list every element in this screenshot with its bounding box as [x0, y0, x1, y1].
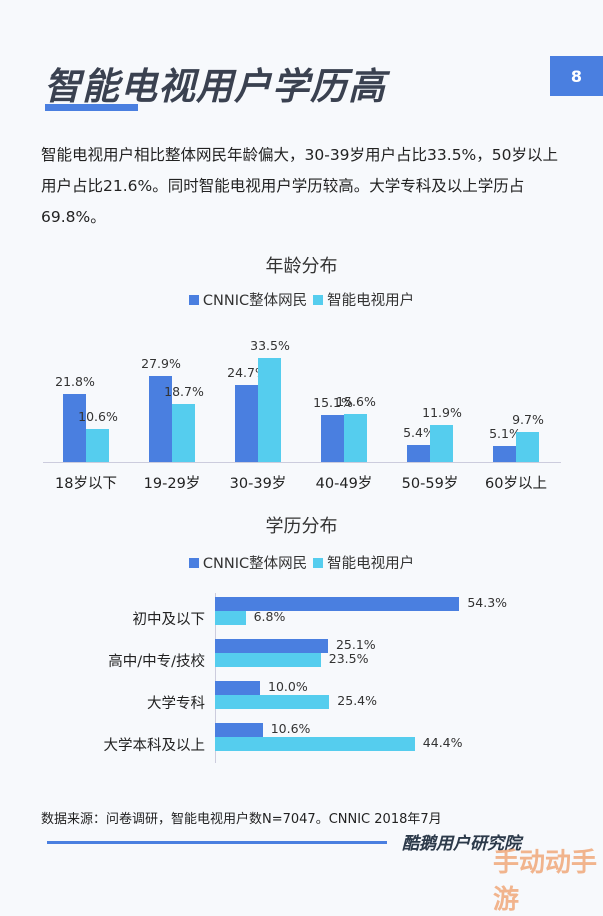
bar-cnnic [407, 445, 430, 462]
y-tick-label: 大学专科 [147, 696, 205, 712]
value-label: 33.5% [250, 338, 290, 354]
bar-tv [344, 413, 367, 462]
age-group: 5.1% 9.7% 60岁以上 [473, 300, 559, 500]
edu-row: 初中及以下 54.3% 6.8% [40, 595, 560, 639]
value-label: 21.8% [55, 374, 95, 390]
value-label: 9.7% [512, 411, 544, 427]
bar-cnnic [63, 394, 86, 462]
x-tick-label: 40-49岁 [315, 476, 373, 492]
bar-tv [215, 653, 321, 667]
age-group: 21.8% 10.6% 18岁以下 [43, 300, 129, 500]
legend-label-cnnic: CNNIC整体网民 [202, 556, 308, 572]
edu-row: 大学本科及以上 10.6% 44.4% [40, 721, 560, 765]
value-label: 25.4% [337, 693, 378, 708]
age-chart-legend: CNNIC整体网民 智能电视用户 [0, 289, 603, 310]
summary-text: 智能电视用户相比整体网民年龄偏大，30-39岁用户占比33.5%，50岁以上用户… [41, 146, 559, 226]
bar-cnnic [493, 446, 516, 462]
x-tick-label: 50-59岁 [401, 476, 459, 492]
x-tick-label: 60岁以上 [485, 476, 547, 492]
edu-row: 高中/中专/技校 25.1% 23.5% [40, 637, 560, 681]
y-tick-label: 大学本科及以上 [103, 738, 206, 754]
age-group: 24.7% 33.5% 30-39岁 [215, 300, 301, 500]
legend-swatch-tv [313, 294, 324, 305]
x-tick-label: 18岁以下 [55, 476, 117, 492]
bar-tv [258, 358, 281, 462]
bar-cnnic [215, 723, 263, 737]
value-label: 10.6% [270, 721, 311, 736]
bar-cnnic [235, 385, 258, 462]
bar-cnnic [149, 375, 172, 462]
legend-swatch-cnnic [188, 557, 199, 568]
value-label: 11.9% [422, 405, 462, 421]
title-underline [45, 104, 138, 111]
age-group: 5.4% 11.9% 50-59岁 [387, 300, 473, 500]
bar-tv [215, 695, 330, 709]
value-label: 44.4% [422, 735, 463, 750]
brand-logo: 酷鹅用户研究院 [402, 834, 521, 854]
bar-cnnic [215, 681, 260, 695]
edu-chart-title: 学历分布 [265, 516, 338, 537]
education-bar-chart: 初中及以下 54.3% 6.8% 高中/中专/技校 25.1% 23.5% 大学专科 10.0… [40, 593, 560, 763]
bar-tv [430, 425, 453, 462]
watermark: 手动动手游 [493, 848, 598, 915]
bar-cnnic [215, 597, 460, 611]
bar-tv [516, 431, 539, 462]
age-bar-chart: 21.8% 10.6% 18岁以下 27.9% 18.7% 19-29岁 24.7% 33.5… [43, 300, 561, 500]
legend-label-tv: 智能电视用户 [327, 556, 415, 572]
age-group: 27.9% 18.7% 19-29岁 [129, 300, 215, 500]
y-tick-label: 初中及以下 [132, 612, 206, 628]
footer-line [47, 841, 387, 844]
value-label: 15.1% [313, 395, 353, 411]
legend-swatch-tv [313, 557, 324, 568]
bar-tv [86, 429, 109, 462]
value-label: 24.7% [227, 365, 267, 381]
value-label: 54.3% [467, 595, 508, 610]
value-label: 5.1% [489, 426, 521, 442]
value-label: 10.0% [268, 679, 308, 694]
page-title: 智能电视用户学历高 [44, 65, 386, 108]
age-group: 15.1% 15.6% 40-49岁 [301, 300, 387, 500]
value-label: 10.6% [78, 409, 118, 425]
bar-tv [172, 404, 195, 462]
value-label: 25.1% [335, 637, 376, 652]
age-chart-title: 年龄分布 [265, 256, 338, 277]
y-tick-label: 高中/中专/技校 [108, 654, 205, 670]
bar-cnnic [215, 639, 328, 653]
value-label: 15.6% [336, 393, 376, 409]
y-axis [215, 593, 216, 763]
legend-label-tv: 智能电视用户 [327, 293, 415, 309]
value-label: 23.5% [328, 651, 369, 666]
bar-cnnic [321, 415, 344, 462]
bar-tv [215, 611, 246, 625]
bar-tv [215, 737, 415, 751]
value-label: 6.8% [253, 609, 286, 624]
data-source: 数据来源：问卷调研，智能电视用户数N=7047。CNNIC 2018年7月 [41, 812, 442, 827]
x-tick-label: 19-29岁 [143, 476, 201, 492]
value-label: 5.4% [403, 425, 435, 441]
page-number-badge: 8 [550, 56, 603, 96]
legend-swatch-cnnic [188, 294, 199, 305]
x-axis [43, 462, 561, 463]
x-tick-label: 30-39岁 [229, 476, 287, 492]
edu-chart-legend: CNNIC整体网民 智能电视用户 [0, 552, 603, 573]
legend-label-cnnic: CNNIC整体网民 [202, 293, 308, 309]
edu-row: 大学专科 10.0% 25.4% [40, 679, 560, 723]
value-label: 18.7% [164, 384, 204, 400]
value-label: 27.9% [141, 355, 181, 371]
